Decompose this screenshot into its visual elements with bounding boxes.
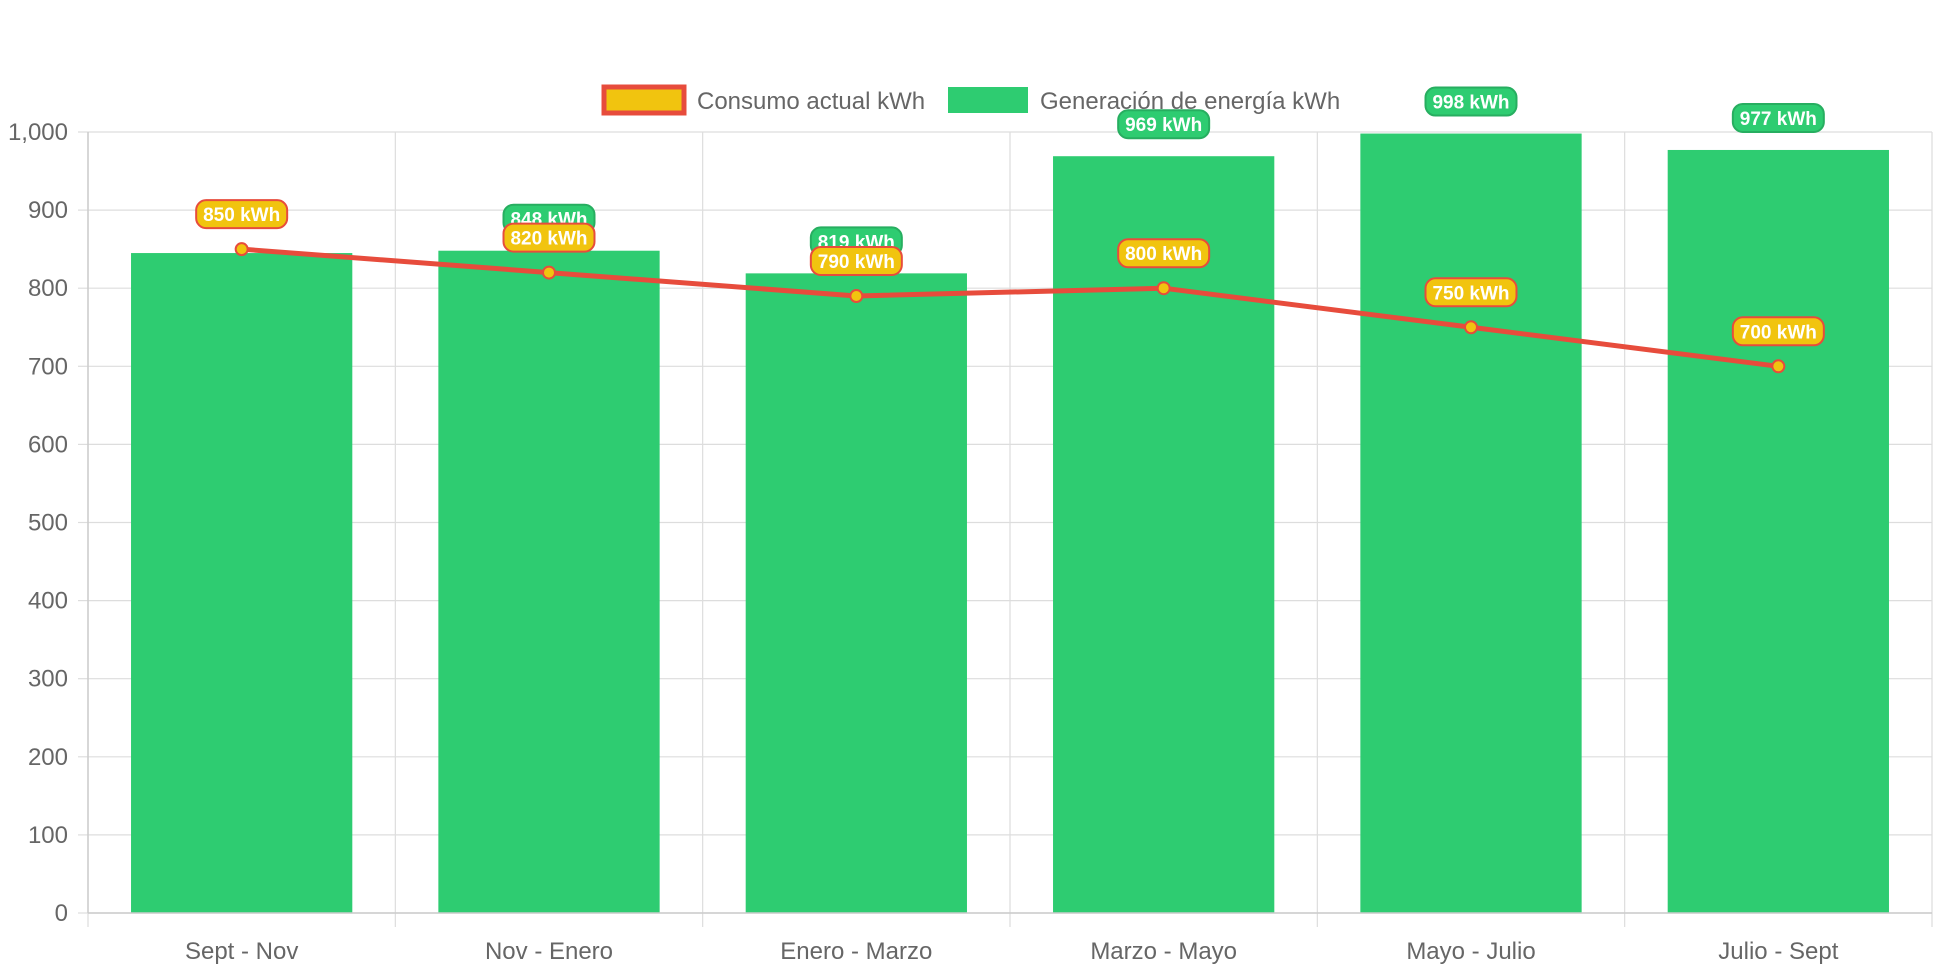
x-tick-label: Marzo - Mayo bbox=[1090, 938, 1237, 965]
legend-item-consumo[interactable]: Consumo actual kWh bbox=[601, 84, 925, 116]
line-data-label-bg bbox=[502, 222, 596, 253]
legend-swatch-generacion bbox=[948, 87, 1028, 113]
bar-data-label-bg bbox=[1424, 86, 1518, 117]
x-tick-label: Sept - Nov bbox=[185, 938, 298, 965]
bar-data-label-text: 998 kWh bbox=[1432, 93, 1509, 114]
line-data-label-bg bbox=[809, 246, 903, 277]
y-tick-label: 900 bbox=[28, 197, 68, 224]
line-data-label-text: 700 kWh bbox=[1740, 322, 1817, 343]
point-consumo bbox=[234, 242, 249, 257]
bar-generacion bbox=[1360, 133, 1582, 913]
bar-layer bbox=[131, 133, 1889, 914]
y-tick-label: 800 bbox=[28, 275, 68, 302]
y-tick-label: 0 bbox=[55, 900, 68, 927]
legend-item-generacion[interactable]: Generación de energía kWh bbox=[948, 87, 1340, 115]
line-data-label-text: 750 kWh bbox=[1432, 283, 1509, 304]
bar-data-label-bg bbox=[1117, 109, 1211, 140]
line-data-label-text: 790 kWh bbox=[818, 252, 895, 273]
y-tick-label: 300 bbox=[28, 666, 68, 693]
legend-label-generacion: Generación de energía kWh bbox=[1040, 88, 1340, 115]
line-data-label: 790 kWh bbox=[809, 246, 903, 277]
point-consumo bbox=[542, 265, 556, 280]
line-data-label-text: 800 kWh bbox=[1125, 244, 1202, 265]
grid-layer bbox=[78, 131, 1933, 927]
bar-data-label: 998 kWh bbox=[1424, 86, 1518, 117]
y-tick-label: 700 bbox=[28, 353, 68, 380]
legend[interactable]: Consumo actual kWh Generación de energía … bbox=[601, 84, 1340, 116]
bar-generacion bbox=[131, 253, 353, 913]
line-data-label: 700 kWh bbox=[1731, 316, 1825, 347]
line-consumo bbox=[239, 246, 1781, 369]
line-data-label: 850 kWh bbox=[195, 199, 289, 230]
bar-generacion bbox=[745, 273, 967, 914]
bar-data-label: 969 kWh bbox=[1117, 109, 1211, 140]
line-data-label-text: 820 kWh bbox=[510, 229, 587, 250]
bar-generacion bbox=[1667, 149, 1889, 913]
line-data-label-text: 850 kWh bbox=[203, 205, 280, 226]
y-tick-label: 600 bbox=[28, 431, 68, 458]
bar-data-label-text: 969 kWh bbox=[1125, 115, 1202, 136]
line-layer bbox=[234, 242, 1786, 374]
bar-data-label-bg bbox=[1731, 102, 1825, 133]
line-data-label: 750 kWh bbox=[1424, 277, 1518, 308]
line-data-label: 820 kWh bbox=[502, 222, 596, 253]
bar-generacion bbox=[1053, 156, 1275, 913]
y-tick-label: 1,000 bbox=[8, 119, 68, 146]
point-consumo bbox=[849, 289, 864, 304]
axis-layer: 0 100 200 300 400 500 600 700 800 900 1,000 Sept - … bbox=[8, 119, 1932, 965]
y-tick-label: 100 bbox=[28, 822, 68, 849]
line-data-label-bg bbox=[1117, 238, 1211, 269]
y-tick-label: 400 bbox=[28, 588, 68, 615]
x-tick-label: Enero - Marzo bbox=[780, 938, 932, 965]
legend-label-consumo: Consumo actual kWh bbox=[697, 88, 925, 115]
line-data-label-bg bbox=[1424, 277, 1518, 308]
x-tick-label: Mayo - Julio bbox=[1406, 938, 1535, 965]
line-data-label-bg bbox=[195, 199, 289, 230]
y-tick-label: 500 bbox=[28, 510, 68, 537]
bar-generacion bbox=[438, 250, 660, 913]
legend-swatch-consumo bbox=[601, 84, 687, 116]
line-data-label: 800 kWh bbox=[1117, 238, 1211, 269]
x-tick-label: Julio - Sept bbox=[1718, 938, 1838, 965]
y-tick-label: 200 bbox=[28, 744, 68, 771]
line-data-label-bg bbox=[1731, 316, 1825, 347]
x-tick-label: Nov - Enero bbox=[485, 938, 613, 965]
point-consumo bbox=[1771, 359, 1786, 374]
point-consumo bbox=[1156, 281, 1171, 296]
bar-data-label: 977 kWh bbox=[1731, 102, 1825, 133]
bar-data-label-text: 977 kWh bbox=[1740, 109, 1817, 130]
point-consumo bbox=[1464, 320, 1478, 335]
